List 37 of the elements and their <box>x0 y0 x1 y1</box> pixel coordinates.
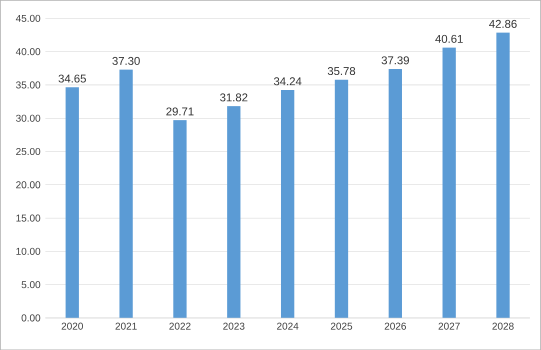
y-tick-label: 15.00 <box>16 214 40 222</box>
data-label: 40.61 <box>435 34 463 43</box>
bar <box>496 32 510 318</box>
x-tick-label: 2028 <box>492 322 514 330</box>
y-tick-label: 5.00 <box>22 280 40 288</box>
data-label: 29.71 <box>166 107 194 116</box>
data-label: 34.65 <box>58 74 86 82</box>
y-tick-label: 0.00 <box>22 314 40 322</box>
x-tick-label: 2026 <box>384 322 406 330</box>
data-label: 42.86 <box>489 20 517 28</box>
x-tick-label: 2022 <box>169 322 191 330</box>
bar <box>119 69 133 318</box>
y-tick-label: 40.00 <box>16 48 40 56</box>
bar <box>334 80 348 318</box>
data-label: 37.30 <box>112 56 140 65</box>
x-tick-label: 2021 <box>116 322 137 330</box>
y-tick-label: 30.00 <box>16 114 40 122</box>
bar <box>388 68 402 318</box>
data-label: 31.82 <box>220 93 248 102</box>
x-tick-label: 2027 <box>438 322 460 330</box>
x-tick-label: 2024 <box>277 322 298 330</box>
y-tick-label: 20.00 <box>16 181 40 188</box>
bar <box>280 90 294 318</box>
y-tick-label: 45.00 <box>16 14 40 22</box>
x-tick-label: 2020 <box>62 322 83 330</box>
data-label: 35.78 <box>328 66 356 75</box>
y-tick-label: 35.00 <box>16 81 40 88</box>
bar <box>173 120 187 318</box>
x-tick-label: 2025 <box>330 322 352 330</box>
y-tick-label: 10.00 <box>16 248 40 255</box>
data-label: 37.39 <box>382 56 409 64</box>
y-tick-label: 25.00 <box>16 148 40 155</box>
bar <box>66 87 79 318</box>
bar <box>442 47 456 318</box>
bar <box>227 106 240 318</box>
data-label: 34.24 <box>274 77 302 86</box>
x-tick-label: 2023 <box>223 322 244 330</box>
